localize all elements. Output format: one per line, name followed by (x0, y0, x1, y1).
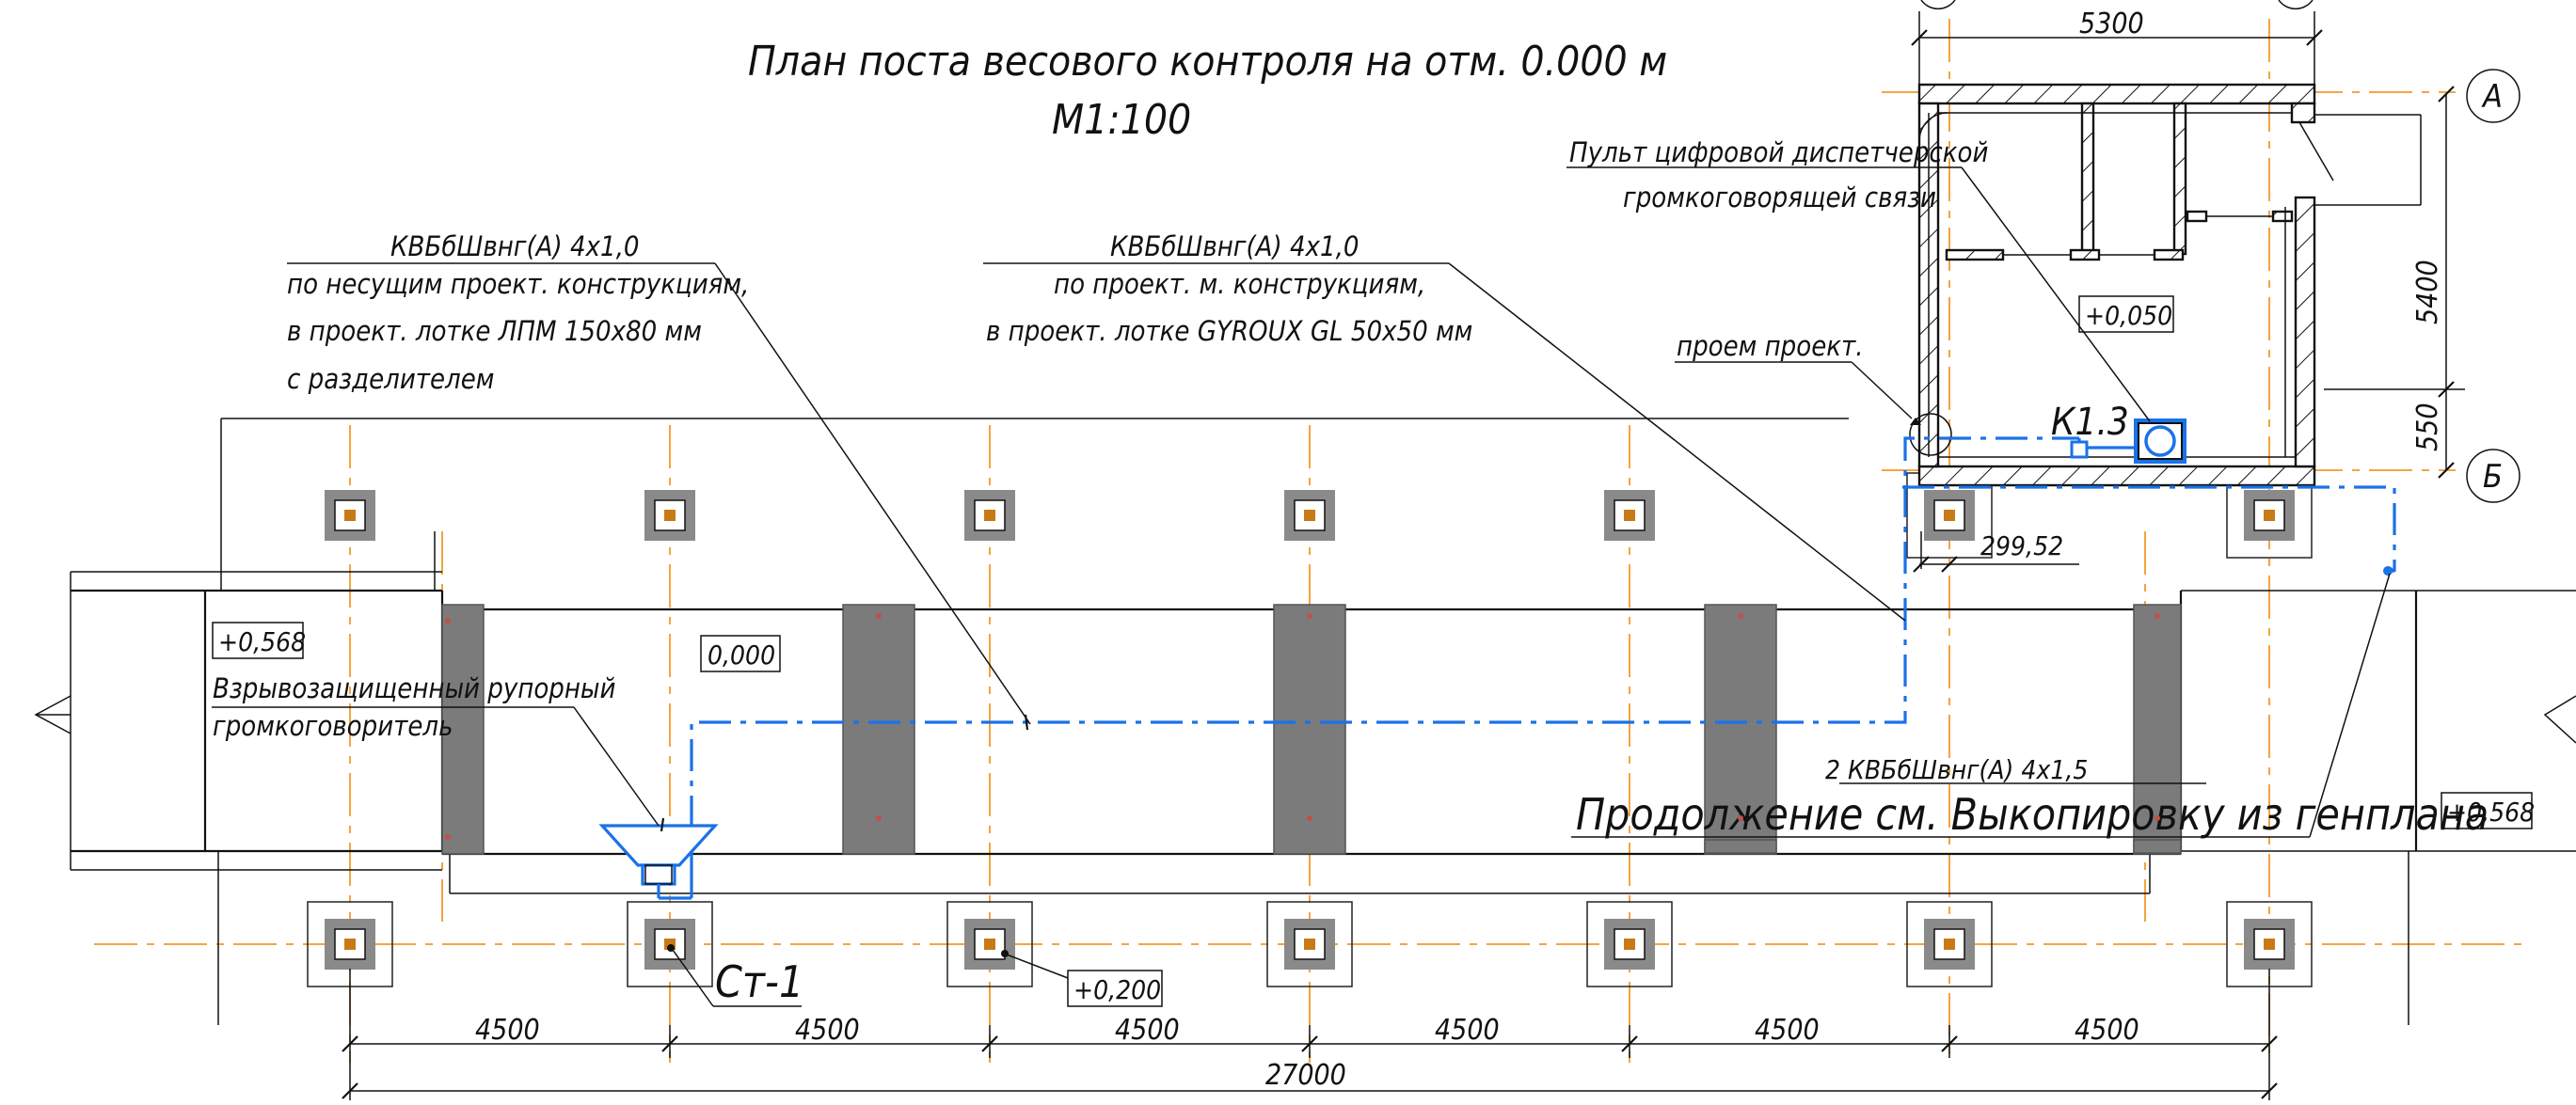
axis-marker-b: Б (2466, 449, 2520, 503)
plan-title: План поста весового контроля на отм. 0.0… (748, 38, 1667, 86)
axis-label-b: Б (2483, 458, 2503, 496)
dim-offset-550: 550 (2411, 403, 2444, 451)
axis-label-a: А (2481, 78, 2503, 116)
column-mark-st1: Ст-1 (715, 956, 803, 1007)
plan-scale: М1:100 (1052, 96, 1191, 144)
horn-speaker-icon (598, 824, 719, 900)
speaker-note-line2: громкоговоритель (213, 710, 453, 742)
scale-platforms (441, 604, 2182, 855)
control-room (1909, 11, 2422, 487)
columns-bottom-row (307, 901, 2313, 987)
console-note-line1: Пульт цифровой диспетчерской (1569, 136, 1988, 168)
dim-bay-5: 4500 (1755, 1014, 1820, 1047)
level-mark-0568-left: +0,568 (212, 622, 306, 659)
level-mark-0050: +0,050 (2078, 295, 2174, 333)
level-mark-0200: +0,200 (1067, 970, 1163, 1007)
cable2-name: КВБбШвнг(А) 4х1,0 (1110, 230, 1359, 262)
dim-bay-1: 4500 (475, 1014, 540, 1047)
dim-bay-2: 4500 (795, 1014, 860, 1047)
level-value-0568-left: +0,568 (218, 626, 306, 657)
cable1-route-line3: с разделителем (287, 363, 494, 395)
cable1-name: КВБбШвнг(А) 4х1,0 (390, 230, 639, 262)
dim-room-depth: 5400 (2411, 260, 2444, 324)
level-mark-0000: 0,000 (700, 635, 781, 672)
speaker-note-line1: Взрывозащищенный рупорный (213, 672, 616, 704)
level-value-0050: +0,050 (2085, 300, 2172, 331)
axis-marker-a: А (2466, 69, 2520, 123)
console-note-line2: громкоговорящей связи (1623, 182, 1936, 213)
platform-markers (445, 613, 2160, 840)
dim-bay-4: 4500 (1435, 1014, 1500, 1047)
cable2-route-line1: по проект. м. конструкциям, (1054, 268, 1425, 300)
level-value-0000: 0,000 (708, 639, 775, 671)
continuation-note: Продолжение см. Выкопировку из генплана (1576, 789, 2489, 840)
cable2-route-line2: в проект. лотке GYROUX GL 50х50 мм (986, 315, 1472, 347)
dim-total: 27000 (1265, 1059, 1346, 1092)
dim-room-width: 5300 (2079, 8, 2144, 40)
dimension-lines (342, 0, 2465, 1100)
dim-bay-6: 4500 (2075, 1014, 2139, 1047)
dim-bay-3: 4500 (1115, 1014, 1180, 1047)
leader-lines (212, 166, 2391, 1007)
device-mark-k13: К1.3 (2051, 401, 2129, 444)
cable3-note: 2 КВБбШвнг(А) 4х1,5 (1825, 754, 2088, 785)
dim-offset-29952: 299,52 (1980, 530, 2063, 561)
opening-note: проем проект. (1677, 330, 1864, 362)
cable1-route-line2: в проект. лотке ЛПМ 150х80 мм (287, 315, 702, 347)
dispatch-console-icon (2134, 418, 2186, 464)
level-value-0200: +0,200 (1073, 974, 1161, 1005)
level-mark-0568-right: +0,568 (2441, 792, 2535, 829)
cable1-route-line1: по несущим проект. конструкциям, (287, 268, 749, 300)
level-value-0568-right: +0,568 (2447, 797, 2535, 828)
columns-top-row (325, 472, 2313, 559)
